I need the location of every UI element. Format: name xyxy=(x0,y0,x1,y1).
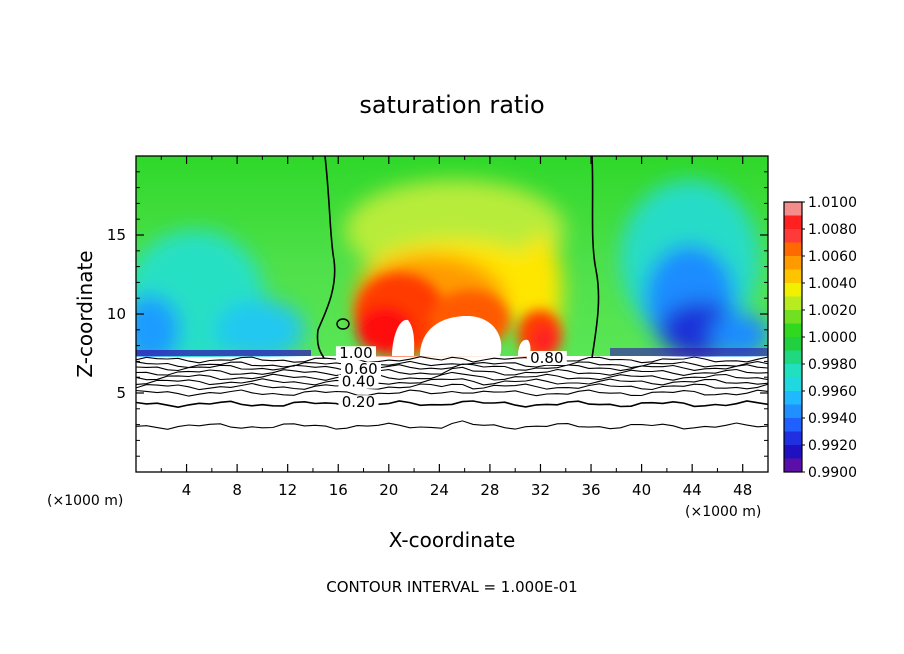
colorbar-swatch xyxy=(784,256,802,270)
colorbar-swatch xyxy=(784,229,802,243)
contour-label: 1.00 xyxy=(339,344,372,362)
contour-label: 0.20 xyxy=(342,393,375,411)
colorbar-label: 0.9940 xyxy=(808,411,857,427)
plot-area xyxy=(136,156,768,472)
colorbar-swatch xyxy=(784,296,802,311)
colorbar-swatch xyxy=(784,377,802,392)
colorbar: 1.0100 1.0080 1.0060 1.0040 1.0020 1.0000 0.99… xyxy=(783,195,857,481)
contour-line xyxy=(136,371,768,381)
x-tick-label: 20 xyxy=(379,481,398,499)
contour-1-00-left xyxy=(316,156,336,359)
contour-line xyxy=(136,360,768,369)
y-tick-label: 10 xyxy=(107,305,126,323)
x-unit-left: (×1000 m) xyxy=(47,493,123,509)
contour-label: 0.80 xyxy=(530,349,563,367)
y-axis: 5 10 15 xyxy=(107,171,768,457)
x-tick-label: 48 xyxy=(733,481,752,499)
contour-interval-note: CONTOUR INTERVAL = 1.000E-01 xyxy=(326,578,577,596)
x-tick-label: 4 xyxy=(182,481,192,499)
x-tick-label: 32 xyxy=(531,481,550,499)
x-tick-label: 28 xyxy=(480,481,499,499)
colorbar-swatch xyxy=(784,350,802,365)
contour-label-bg xyxy=(335,346,376,361)
saturation-field xyxy=(136,156,768,370)
contour-label-bg xyxy=(338,374,379,389)
chart-title: saturation ratio xyxy=(359,91,544,119)
colorbar-swatch xyxy=(784,391,802,405)
contour-label-bg xyxy=(340,362,381,377)
contour-line xyxy=(136,400,768,409)
contour-line xyxy=(136,378,768,386)
x-axis-label: X-coordinate xyxy=(389,528,516,552)
colorbar-swatch xyxy=(784,431,802,446)
y-axis-label: Z-coordinate xyxy=(73,250,97,377)
colorbar-label: 1.0020 xyxy=(808,303,857,319)
colorbar-label: 1.0040 xyxy=(808,276,857,292)
x-tick-label: 12 xyxy=(278,481,297,499)
contour-1-00-right xyxy=(591,156,600,359)
contour-labels: 1.00 0.80 0.600.40 0.20 xyxy=(335,344,567,411)
colorbar-swatch xyxy=(784,202,802,216)
colorbar-swatch xyxy=(784,458,802,473)
colorbar-swatch xyxy=(784,310,802,324)
colorbar-label: 0.9920 xyxy=(808,438,857,454)
y-tick-label: 15 xyxy=(107,226,126,244)
colorbar-label: 1.0100 xyxy=(808,195,857,211)
colorbar-label: 0.9900 xyxy=(808,465,857,481)
x-tick-label: 8 xyxy=(232,481,242,499)
contour-line xyxy=(136,420,768,430)
x-tick-label: 16 xyxy=(329,481,348,499)
contour-line xyxy=(136,356,768,364)
x-tick-label: 40 xyxy=(632,481,651,499)
colorbar-swatch xyxy=(784,283,802,297)
contour-label-bg xyxy=(338,395,379,410)
contour-line xyxy=(136,389,768,397)
contour-1-00-island xyxy=(336,318,350,330)
colorbar-swatch xyxy=(784,242,802,257)
contour-label-bg xyxy=(526,350,567,365)
colorbar-label: 1.0080 xyxy=(808,222,857,238)
contour-line xyxy=(136,366,768,377)
y-tick-label: 5 xyxy=(116,384,126,402)
colorbar-label: 0.9960 xyxy=(808,384,857,400)
colorbar-swatch xyxy=(784,418,802,432)
colorbar-swatch xyxy=(784,445,802,459)
contour-line xyxy=(136,363,768,372)
contour-label: 0.40 xyxy=(342,373,375,391)
x-tick-label: 24 xyxy=(430,481,449,499)
x-unit-right: (×1000 m) xyxy=(685,504,761,520)
contour-lines xyxy=(136,356,768,430)
colorbar-swatch xyxy=(784,269,802,284)
x-tick-label: 44 xyxy=(683,481,702,499)
colorbar-swatch xyxy=(784,337,802,351)
colorbar-label: 1.0060 xyxy=(808,249,857,265)
colorbar-swatch xyxy=(784,404,802,419)
colorbar-swatch xyxy=(784,215,802,230)
colorbar-swatch xyxy=(784,323,802,338)
contour-label: 0.60 xyxy=(344,360,377,378)
colorbar-label: 1.0000 xyxy=(808,330,857,346)
contour-line xyxy=(136,382,768,391)
colorbar-label: 0.9980 xyxy=(808,357,857,373)
x-tick-label: 36 xyxy=(581,481,600,499)
colorbar-swatch xyxy=(784,364,802,378)
sublayer-region xyxy=(136,357,768,472)
x-axis: 4 8 12 16 20 24 28 32 36 40 44 48 xyxy=(160,156,752,499)
